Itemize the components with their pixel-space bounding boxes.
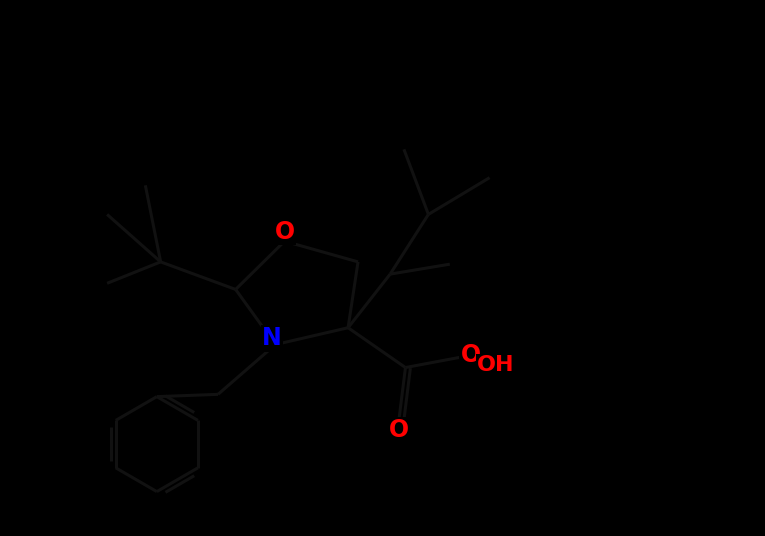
Text: O: O [389, 418, 409, 442]
Text: N: N [262, 326, 282, 351]
Text: O: O [461, 343, 480, 367]
Text: O: O [275, 220, 295, 244]
Text: OH: OH [477, 355, 515, 375]
